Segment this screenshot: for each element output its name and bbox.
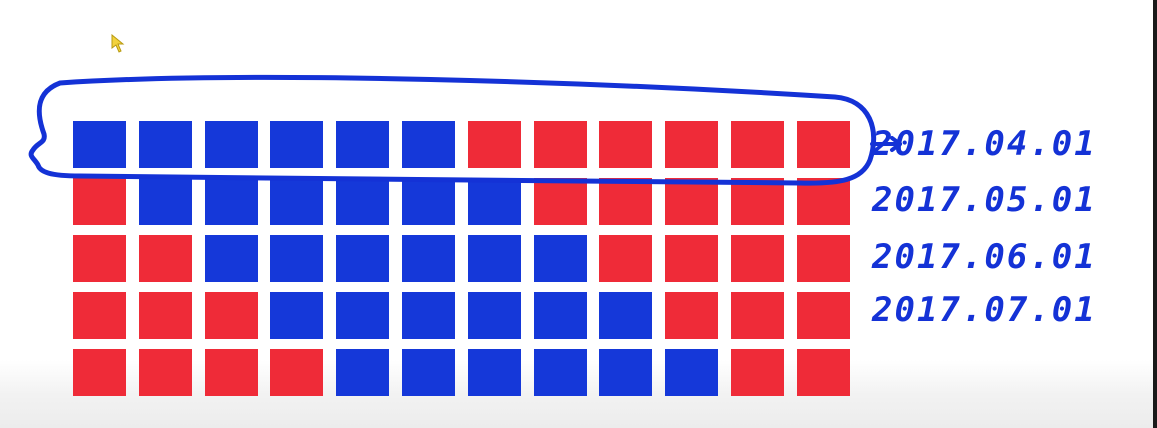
- grid-cell-red: [797, 292, 850, 339]
- grid-cell-blue: [468, 349, 521, 396]
- grid-cell-blue: [534, 292, 587, 339]
- grid-cell-red: [73, 235, 126, 282]
- grid-cell-red: [73, 292, 126, 339]
- grid-cell-blue: [599, 349, 652, 396]
- grid-cell-red: [797, 121, 850, 168]
- grid-cell-red: [468, 121, 521, 168]
- grid-cell-red: [665, 292, 718, 339]
- date-label-2017-05: 2017.05.01: [872, 180, 1097, 220]
- grid-cell-blue: [270, 178, 323, 225]
- grid-cell-blue: [402, 121, 455, 168]
- grid-cell-red: [797, 235, 850, 282]
- grid-cell-blue: [336, 178, 389, 225]
- grid-cell-red: [270, 349, 323, 396]
- grid-cell-blue: [402, 235, 455, 282]
- grid-cell-red: [731, 292, 784, 339]
- grid-cell-blue: [534, 349, 587, 396]
- grid-cell-blue: [139, 178, 192, 225]
- grid-cell-blue: [336, 292, 389, 339]
- grid-cell-blue: [205, 235, 258, 282]
- date-label-2017-07: 2017.07.01: [872, 290, 1097, 330]
- grid-cell-red: [731, 235, 784, 282]
- grid-cell-blue: [402, 349, 455, 396]
- grid-cell-blue: [468, 178, 521, 225]
- grid-cell-red: [534, 178, 587, 225]
- grid-cell-red: [731, 121, 784, 168]
- grid-cell-blue: [139, 121, 192, 168]
- grid-cell-blue: [205, 178, 258, 225]
- grid-cell-red: [797, 349, 850, 396]
- date-label-2017-04: 2017.04.01: [872, 124, 1097, 164]
- grid-cell-blue: [468, 235, 521, 282]
- grid-cell-blue: [270, 121, 323, 168]
- grid-cell-red: [731, 178, 784, 225]
- grid-cell-red: [731, 349, 784, 396]
- grid-cell-blue: [270, 235, 323, 282]
- grid-cell-red: [599, 121, 652, 168]
- square-grid: [73, 121, 850, 396]
- grid-cell-red: [139, 349, 192, 396]
- grid-cell-red: [139, 292, 192, 339]
- pointer-cursor-icon: [111, 34, 125, 53]
- grid-cell-red: [599, 178, 652, 225]
- grid-cell-red: [665, 235, 718, 282]
- grid-cell-blue: [534, 235, 587, 282]
- grid-cell-blue: [665, 349, 718, 396]
- grid-cell-blue: [205, 121, 258, 168]
- grid-cell-red: [205, 349, 258, 396]
- grid-cell-blue: [336, 121, 389, 168]
- grid-cell-blue: [402, 292, 455, 339]
- grid-cell-red: [73, 349, 126, 396]
- grid-cell-red: [73, 178, 126, 225]
- grid-cell-red: [139, 235, 192, 282]
- grid-cell-red: [205, 292, 258, 339]
- grid-cell-red: [665, 121, 718, 168]
- grid-cell-blue: [402, 178, 455, 225]
- grid-cell-blue: [270, 292, 323, 339]
- grid-cell-blue: [468, 292, 521, 339]
- grid-cell-red: [534, 121, 587, 168]
- grid-cell-blue: [73, 121, 126, 168]
- window-edge: [1153, 0, 1157, 428]
- grid-cell-blue: [336, 349, 389, 396]
- grid-cell-red: [599, 235, 652, 282]
- grid-cell-red: [797, 178, 850, 225]
- grid-cell-blue: [599, 292, 652, 339]
- grid-cell-red: [665, 178, 718, 225]
- grid-cell-blue: [336, 235, 389, 282]
- date-label-2017-06: 2017.06.01: [872, 237, 1097, 277]
